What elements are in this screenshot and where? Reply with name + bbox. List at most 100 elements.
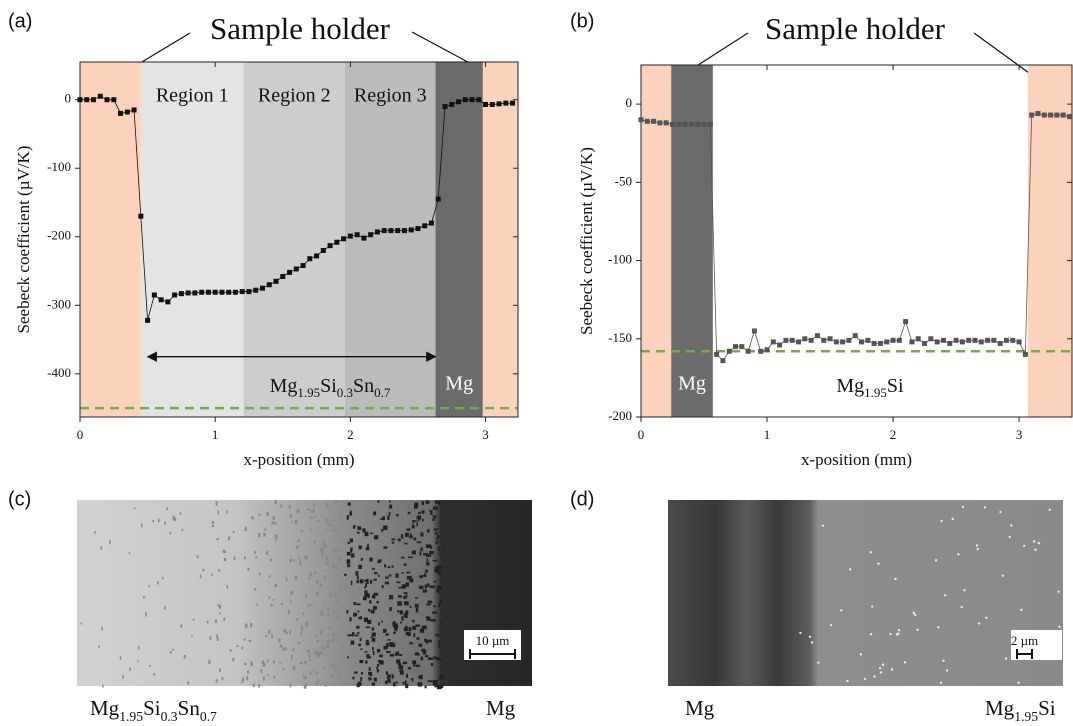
- speckle: [332, 633, 336, 636]
- data-point: [947, 340, 953, 346]
- speckle: [429, 509, 432, 512]
- x-tick-label: 0: [638, 427, 645, 442]
- speckle: [937, 626, 940, 629]
- data-point: [852, 333, 858, 339]
- speckle: [278, 661, 282, 664]
- speckle: [878, 667, 882, 670]
- speckle: [102, 684, 104, 688]
- micrograph-c: [77, 500, 532, 686]
- speckle: [302, 672, 305, 676]
- speckle: [432, 518, 436, 521]
- speckle: [349, 512, 353, 516]
- speckle: [424, 569, 429, 573]
- speckle: [337, 557, 341, 561]
- speckle: [398, 586, 403, 589]
- speckle: [321, 628, 325, 632]
- region: [671, 65, 713, 417]
- speckle: [233, 556, 236, 561]
- speckle: [320, 610, 324, 615]
- speckle: [328, 627, 332, 630]
- data-point: [266, 282, 272, 288]
- speckle: [414, 652, 419, 656]
- data-point: [449, 101, 455, 107]
- speckle: [1020, 608, 1023, 612]
- speckle: [398, 665, 404, 670]
- speckle: [319, 651, 323, 655]
- speckle: [334, 500, 339, 504]
- data-point: [415, 226, 421, 232]
- y-tick-label: -200: [608, 408, 632, 423]
- speckle: [397, 538, 401, 542]
- data-point: [638, 117, 644, 123]
- speckle: [424, 584, 427, 589]
- speckle: [432, 515, 437, 519]
- speckle: [254, 550, 256, 555]
- speckle: [258, 513, 261, 516]
- speckle: [287, 610, 291, 615]
- speckle: [438, 643, 440, 648]
- speckle: [418, 585, 424, 589]
- speckle: [383, 546, 388, 549]
- speckle: [435, 541, 439, 544]
- speckle: [119, 656, 122, 660]
- speckle: [399, 610, 403, 615]
- speckle: [373, 592, 376, 597]
- speckle: [109, 540, 111, 545]
- region: [641, 65, 672, 417]
- speckle: [399, 670, 404, 675]
- speckle: [137, 645, 140, 650]
- speckle: [370, 579, 373, 584]
- text-part: Mg: [270, 375, 298, 397]
- speckle: [323, 575, 327, 580]
- speckle: [367, 593, 370, 598]
- speckle: [419, 551, 422, 556]
- speckle: [307, 604, 310, 607]
- speckle: [381, 585, 384, 589]
- speckle: [196, 555, 199, 558]
- speckle: [312, 669, 315, 672]
- speckle: [232, 657, 235, 662]
- speckle: [869, 633, 873, 636]
- speckle: [315, 635, 318, 639]
- text-part: Sn: [178, 696, 201, 720]
- y-tick-label: -400: [47, 365, 71, 380]
- data-point: [884, 339, 890, 345]
- speckle: [364, 531, 369, 537]
- y-axis-title: Seebeck coefficient (µV/K): [577, 147, 596, 335]
- data-point: [758, 348, 764, 354]
- speckle: [335, 549, 338, 553]
- speckle: [356, 575, 359, 578]
- speckle: [260, 669, 263, 674]
- speckle: [439, 684, 444, 689]
- speckle: [385, 643, 389, 648]
- speckle: [389, 654, 394, 657]
- region: [140, 62, 244, 417]
- speckle: [438, 628, 441, 630]
- speckle: [326, 608, 330, 611]
- speckle: [157, 581, 159, 585]
- speckle: [164, 606, 166, 610]
- speckle: [438, 603, 441, 607]
- speckle: [1037, 541, 1041, 545]
- speckle: [297, 557, 300, 559]
- speckle: [435, 683, 438, 687]
- speckle: [376, 667, 378, 669]
- speckle: [299, 559, 302, 564]
- x-tick-label: 1: [212, 427, 219, 442]
- speckle: [245, 526, 247, 530]
- speckle: [352, 525, 356, 529]
- speckle: [381, 528, 384, 532]
- speckle: [420, 547, 423, 552]
- speckle: [414, 502, 419, 507]
- speckle: [388, 512, 391, 516]
- speckle: [396, 581, 401, 584]
- speckle: [415, 624, 420, 627]
- speckle: [415, 607, 419, 613]
- speckle: [430, 545, 433, 549]
- speckle: [356, 625, 360, 629]
- region: [80, 62, 141, 417]
- speckle: [257, 532, 261, 538]
- speckle: [327, 613, 331, 616]
- speckle: [439, 600, 443, 604]
- region-label: Region 3: [354, 85, 427, 107]
